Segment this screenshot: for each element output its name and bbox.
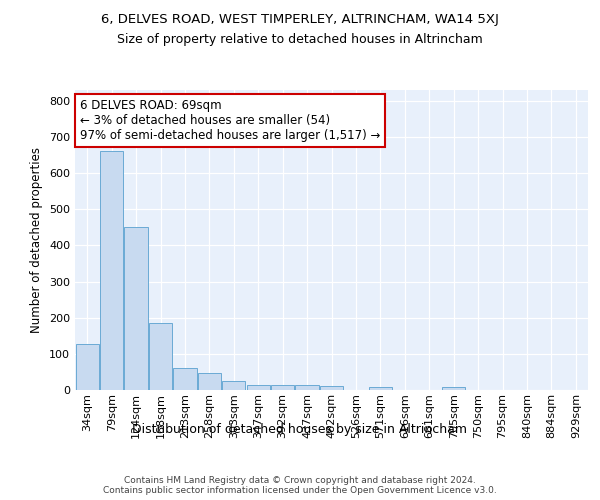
Bar	[76, 344, 99, 390]
Bar	[198, 372, 221, 390]
Y-axis label: Number of detached properties: Number of detached properties	[31, 147, 43, 333]
Bar	[320, 386, 343, 390]
Bar	[173, 368, 197, 390]
Text: Contains HM Land Registry data © Crown copyright and database right 2024.
Contai: Contains HM Land Registry data © Crown c…	[103, 476, 497, 495]
Bar	[124, 228, 148, 390]
Bar	[100, 152, 123, 390]
Bar	[295, 386, 319, 390]
Bar	[247, 386, 270, 390]
Text: Distribution of detached houses by size in Altrincham: Distribution of detached houses by size …	[133, 422, 467, 436]
Text: Size of property relative to detached houses in Altrincham: Size of property relative to detached ho…	[117, 32, 483, 46]
Bar	[222, 381, 245, 390]
Bar	[369, 387, 392, 390]
Bar	[442, 387, 465, 390]
Text: 6, DELVES ROAD, WEST TIMPERLEY, ALTRINCHAM, WA14 5XJ: 6, DELVES ROAD, WEST TIMPERLEY, ALTRINCH…	[101, 12, 499, 26]
Text: 6 DELVES ROAD: 69sqm
← 3% of detached houses are smaller (54)
97% of semi-detach: 6 DELVES ROAD: 69sqm ← 3% of detached ho…	[80, 99, 380, 142]
Bar	[271, 386, 294, 390]
Bar	[149, 323, 172, 390]
